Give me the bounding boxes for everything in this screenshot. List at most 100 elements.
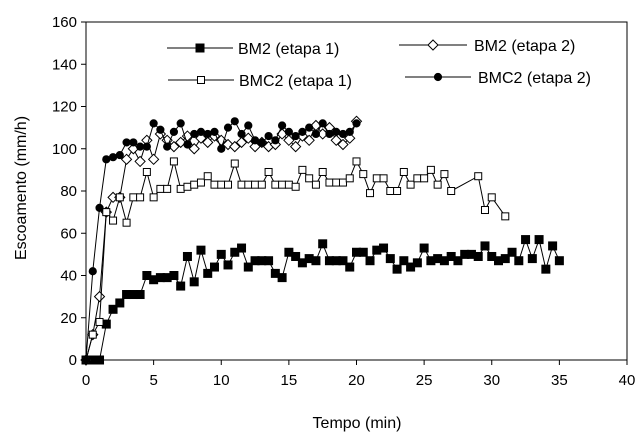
x-tick-label: 25 — [416, 372, 433, 389]
data-point — [379, 243, 389, 253]
data-point — [332, 178, 341, 187]
data-point — [480, 206, 489, 215]
data-point — [554, 256, 564, 266]
data-point — [102, 208, 111, 217]
data-point — [358, 247, 368, 257]
y-axis-label: Escoamento (mm/h) — [13, 116, 30, 260]
data-point — [235, 136, 248, 149]
legend: BM2 (etapa 1) BM2 (etapa 2) BMC2 (etapa 1)… — [167, 38, 591, 90]
data-point — [147, 153, 160, 166]
data-point — [473, 251, 483, 261]
data-point — [230, 117, 239, 126]
data-point — [359, 170, 368, 179]
data-point — [190, 180, 199, 189]
data-point — [108, 304, 118, 314]
data-point — [229, 140, 241, 153]
data-point — [521, 235, 531, 245]
x-tick-label: 10 — [213, 372, 230, 389]
data-point — [284, 127, 293, 136]
data-point — [230, 159, 239, 168]
data-point — [406, 180, 415, 189]
data-point — [109, 216, 118, 225]
data-point — [217, 180, 226, 189]
data-point — [115, 193, 124, 202]
data-point — [277, 273, 287, 283]
data-point — [305, 174, 314, 183]
data-point — [257, 180, 266, 189]
data-point — [291, 182, 300, 191]
data-point — [303, 134, 315, 147]
data-point — [399, 167, 408, 176]
y-tick-label: 160 — [52, 14, 77, 31]
data-point — [81, 355, 91, 365]
data-point — [372, 174, 381, 183]
data-point — [224, 180, 233, 189]
data-point — [413, 174, 422, 183]
data-point — [176, 281, 186, 291]
data-point — [223, 260, 233, 270]
data-point — [115, 298, 125, 308]
data-point — [203, 172, 212, 181]
data-point — [345, 127, 354, 136]
data-point — [136, 142, 145, 151]
data-point — [298, 165, 307, 174]
data-point — [136, 193, 145, 202]
legend-marker — [195, 43, 205, 53]
data-point — [88, 267, 97, 276]
data-point — [399, 256, 409, 266]
data-point — [156, 125, 165, 134]
data-point — [278, 180, 287, 189]
data-point — [176, 119, 185, 128]
data-point — [291, 131, 300, 141]
data-point — [149, 119, 158, 128]
data-point — [311, 180, 320, 189]
x-tick-label: 35 — [551, 372, 568, 389]
data-point — [237, 243, 247, 253]
data-point — [182, 251, 192, 261]
data-point — [386, 187, 395, 195]
data-point — [507, 247, 517, 257]
data-point — [95, 317, 104, 326]
data-point — [156, 184, 165, 193]
data-point — [501, 212, 510, 221]
data-point — [447, 187, 456, 195]
data-point — [95, 203, 104, 212]
data-point — [311, 256, 321, 266]
ticks: 0 5 10 15 20 25 30 35 40 0 20 40 60 80 100 120 140 160 — [52, 14, 635, 389]
data-point — [196, 178, 205, 187]
data-point — [433, 180, 442, 189]
data-point — [244, 180, 253, 189]
data-point — [419, 243, 429, 253]
data-point — [318, 239, 328, 249]
data-point — [534, 235, 544, 245]
data-point — [264, 167, 273, 176]
data-point — [174, 136, 187, 149]
data-point — [325, 178, 334, 187]
data-point — [284, 180, 293, 189]
data-point — [188, 143, 200, 155]
data-point — [169, 271, 179, 280]
data-point — [210, 180, 219, 189]
legend-label: BMC2 (etapa 2) — [478, 70, 591, 87]
data-point — [196, 245, 206, 255]
data-point — [420, 174, 429, 183]
y-tick-label: 80 — [60, 183, 77, 200]
x-tick-label: 40 — [619, 372, 636, 389]
data-point — [440, 170, 449, 179]
data-point — [216, 249, 226, 259]
data-point — [122, 218, 131, 227]
data-point — [514, 256, 524, 266]
data-point — [244, 121, 253, 130]
data-point — [142, 142, 151, 151]
data-point — [95, 355, 105, 365]
data-point — [365, 256, 375, 266]
data-point — [366, 189, 375, 198]
data-point — [344, 132, 356, 144]
data-point — [135, 290, 145, 300]
data-point — [203, 268, 213, 278]
data-point — [325, 129, 334, 139]
data-point — [203, 129, 212, 139]
data-point — [223, 123, 233, 132]
data-point — [183, 182, 192, 191]
data-point — [311, 129, 321, 139]
